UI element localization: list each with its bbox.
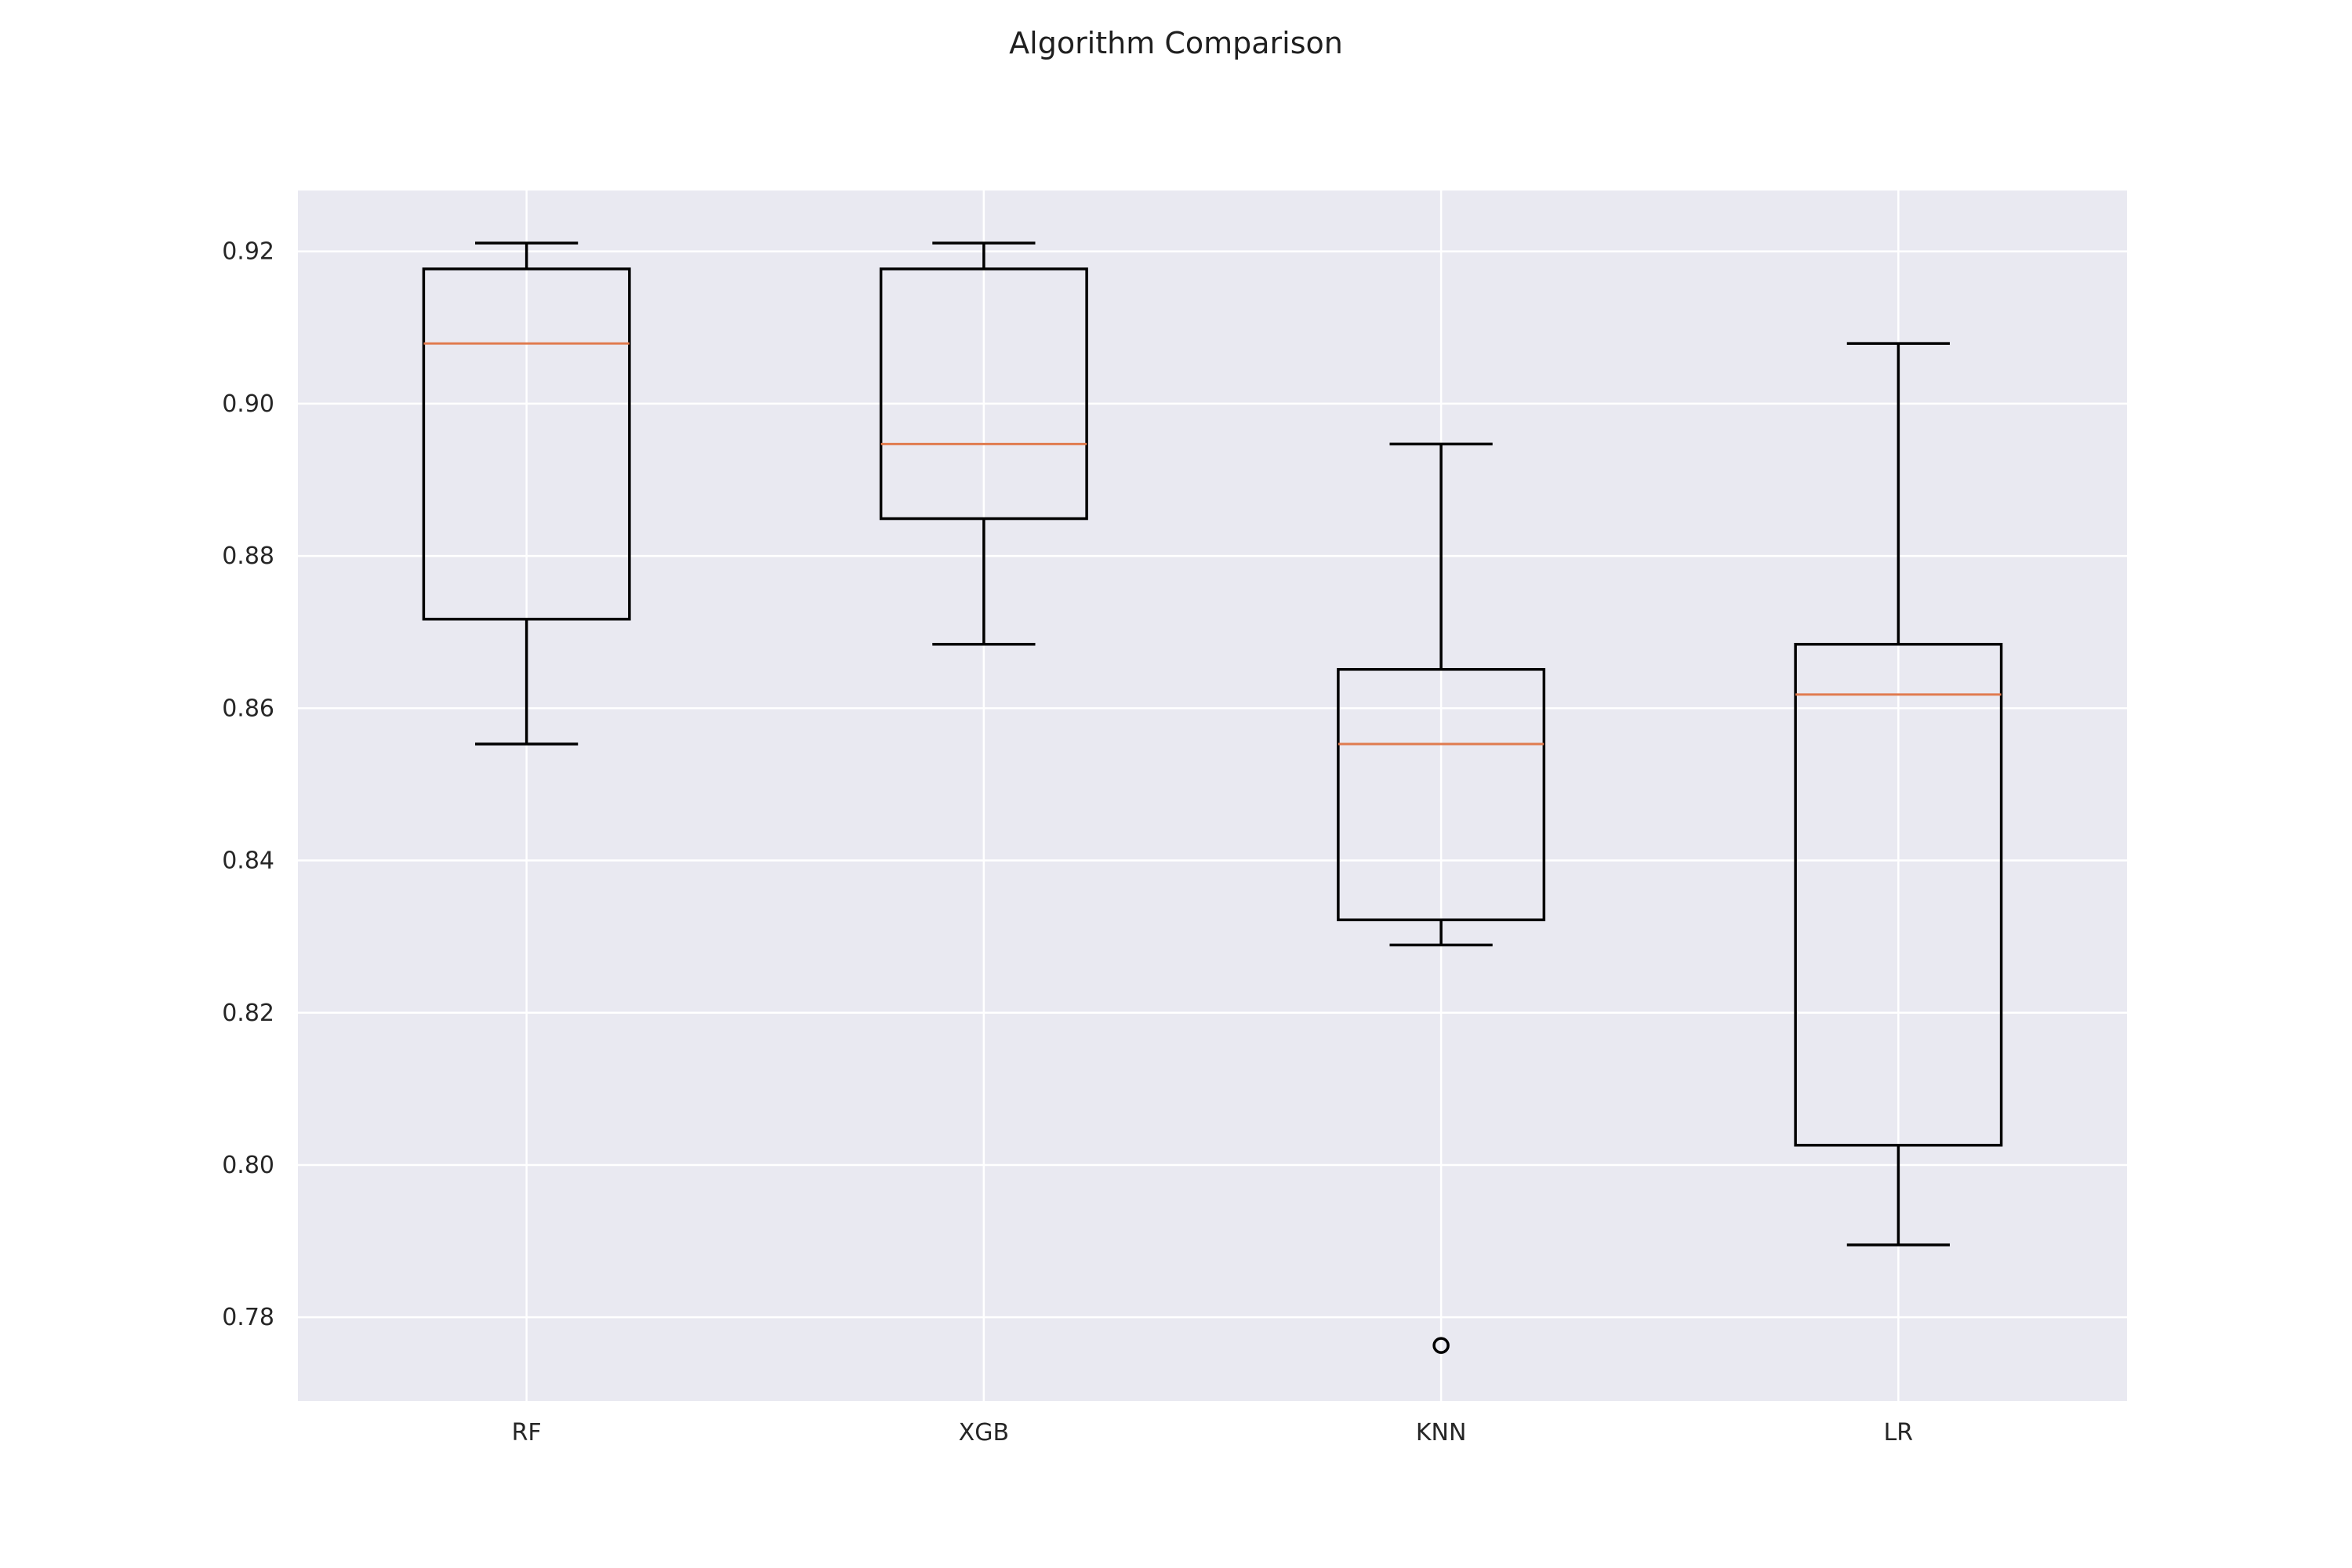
y-tick-label: 0.78 (222, 1304, 274, 1331)
x-tick-label: KNN (1416, 1419, 1467, 1446)
y-tick-label: 0.86 (222, 695, 274, 722)
box-rf (422, 241, 631, 746)
box-iqr (422, 267, 631, 621)
y-tick-label: 0.88 (222, 543, 274, 570)
box-knn (1337, 442, 1546, 1354)
box-iqr (1794, 643, 2003, 1147)
outlier-point (1432, 1337, 1450, 1354)
box-lr (1794, 342, 2003, 1247)
x-tick-label: LR (1884, 1419, 1914, 1446)
y-tick-label: 0.82 (222, 1000, 274, 1027)
y-tick-label: 0.84 (222, 848, 274, 875)
box-layer (422, 241, 2003, 1354)
y-tick-label: 0.80 (222, 1152, 274, 1179)
box-xgb (879, 241, 1088, 646)
y-tick-label: 0.90 (222, 390, 274, 418)
plot-area (298, 191, 2127, 1401)
box-iqr (1337, 668, 1546, 922)
chart-title: Algorithm Comparison (1009, 26, 1343, 60)
box-iqr (879, 267, 1088, 521)
x-tick-label: RF (512, 1419, 542, 1446)
y-tick-label: 0.92 (222, 238, 274, 266)
x-axis-ticks: RF XGB KNN LR (512, 1419, 1914, 1446)
x-tick-label: XGB (959, 1419, 1009, 1446)
y-axis-ticks: 0.78 0.80 0.82 0.84 0.86 0.88 0.90 0.92 (222, 238, 274, 1331)
